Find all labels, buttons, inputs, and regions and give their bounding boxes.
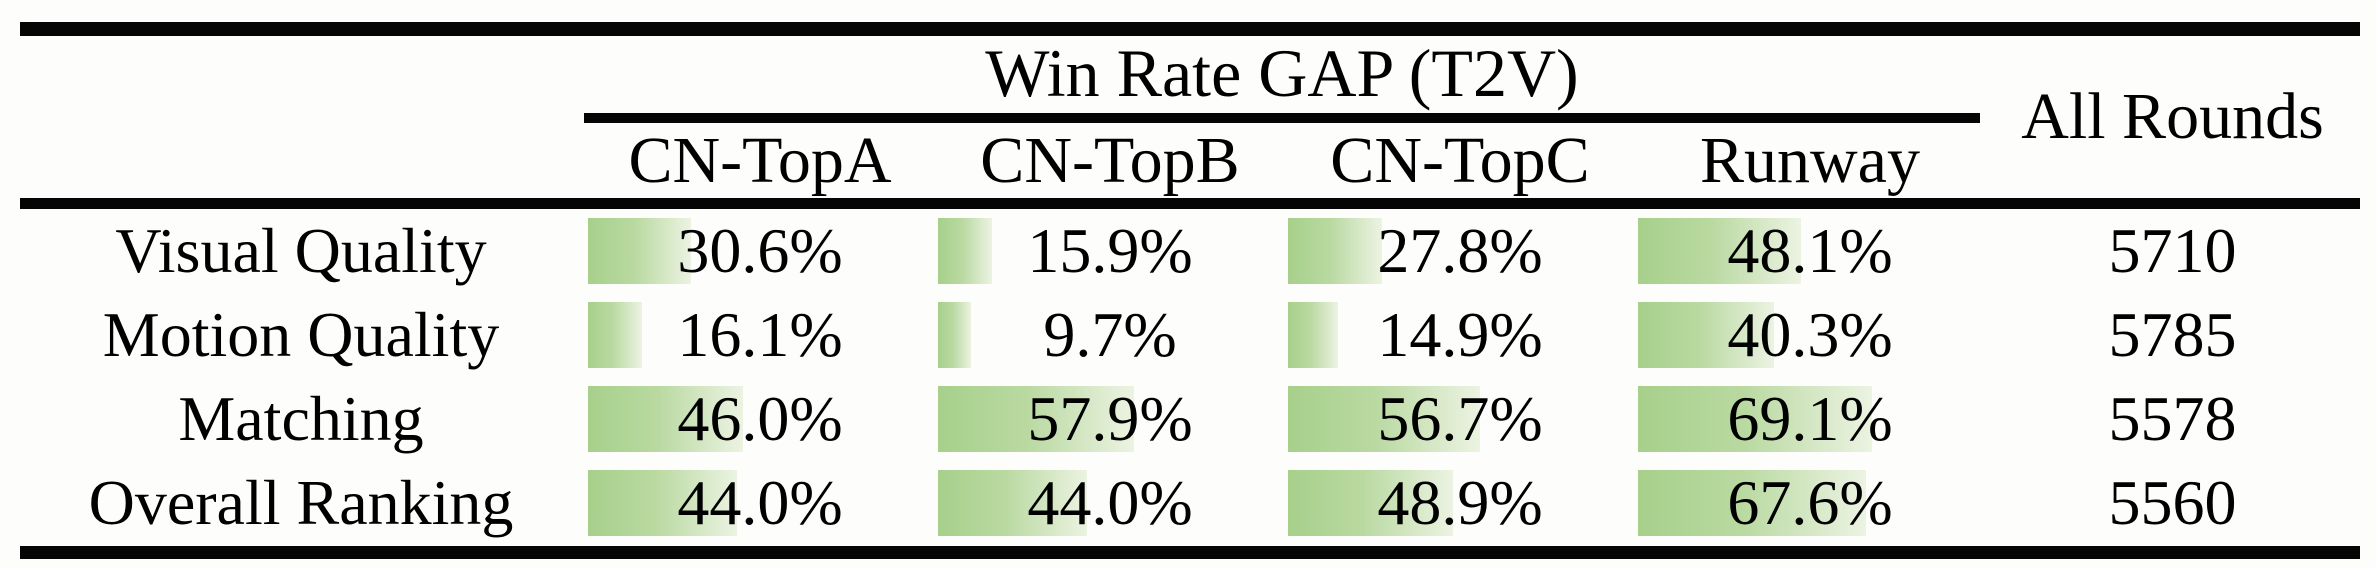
data-cell: 57.9% [935, 377, 1285, 461]
win-rate-value: 9.7% [1043, 299, 1177, 370]
win-rate-bar [588, 470, 737, 536]
data-cell: 44.0% [935, 461, 1285, 545]
win-rate-bar [588, 218, 691, 284]
data-cell: 16.1% [585, 293, 935, 377]
all-rounds-column-header: All Rounds [2021, 80, 2324, 153]
data-cell: 56.7% [1285, 377, 1635, 461]
data-cell: 14.9% [1285, 293, 1635, 377]
data-cell: 67.6% [1635, 461, 1985, 545]
bottom-rule [20, 546, 2360, 559]
win-rate-bar [1288, 386, 1480, 452]
win-rate-value: 56.7% [1377, 383, 1543, 454]
column-header-runway: Runway [1700, 124, 1920, 197]
win-rate-value: 44.0% [1027, 467, 1193, 538]
title-underline-rule [584, 113, 1980, 123]
row-label: Matching [178, 383, 424, 454]
win-rate-value: 16.1% [677, 299, 843, 370]
all-rounds-value: 5785 [2108, 299, 2237, 370]
win-rate-value: 46.0% [677, 383, 843, 454]
win-rate-value: 40.3% [1727, 299, 1893, 370]
data-cell: 46.0% [585, 377, 935, 461]
column-header-cn-topa: CN-TopA [628, 124, 892, 197]
win-rate-bar [1638, 470, 1866, 536]
data-cell: 48.1% [1635, 209, 1985, 293]
row-label: Overall Ranking [88, 467, 514, 538]
win-rate-value: 69.1% [1727, 383, 1893, 454]
table-title: Win Rate GAP (T2V) [985, 35, 1579, 111]
win-rate-value: 67.6% [1727, 467, 1893, 538]
win-rate-bar [1288, 218, 1382, 284]
win-rate-value: 44.0% [677, 467, 843, 538]
data-cell: 30.6% [585, 209, 935, 293]
data-cell: 40.3% [1635, 293, 1985, 377]
win-rate-bar [938, 470, 1087, 536]
data-cell: 9.7% [935, 293, 1285, 377]
row-label: Visual Quality [115, 215, 487, 286]
all-rounds-value: 5578 [2108, 383, 2237, 454]
top-rule [20, 22, 2360, 36]
column-header-cn-topc: CN-TopC [1330, 124, 1590, 197]
win-rate-value: 48.1% [1727, 215, 1893, 286]
all-rounds-value: 5710 [2108, 215, 2237, 286]
column-header-cn-topb: CN-TopB [980, 124, 1240, 197]
win-rate-bar [1638, 386, 1872, 452]
win-rate-value: 27.8% [1377, 215, 1543, 286]
win-rate-bar [938, 302, 971, 368]
win-rate-value: 57.9% [1027, 383, 1193, 454]
win-rate-value: 14.9% [1377, 299, 1543, 370]
data-cell: 15.9% [935, 209, 1285, 293]
win-rate-value: 15.9% [1027, 215, 1193, 286]
table-row: Motion Quality 16.1% 9.7% 14.9% 40.3% 57… [0, 293, 2376, 377]
win-rate-bar [938, 218, 992, 284]
data-cell: 27.8% [1285, 209, 1635, 293]
data-cell: 44.0% [585, 461, 935, 545]
win-rate-bar [1638, 218, 1801, 284]
win-rate-bar [588, 302, 642, 368]
win-rate-bar [1288, 470, 1453, 536]
data-cell: 48.9% [1285, 461, 1635, 545]
table-row: Overall Ranking 44.0% 44.0% 48.9% 67.6% … [0, 461, 2376, 545]
win-rate-bar [1638, 302, 1774, 368]
win-rate-value: 48.9% [1377, 467, 1543, 538]
win-rate-value: 30.6% [677, 215, 843, 286]
table-row: Visual Quality 30.6% 15.9% 27.8% 48.1% 5… [0, 209, 2376, 293]
all-rounds-value: 5560 [2108, 467, 2237, 538]
header-rule [20, 198, 2360, 209]
win-rate-bar [1288, 302, 1338, 368]
win-rate-bar [588, 386, 743, 452]
table-row: Matching 46.0% 57.9% 56.7% 69.1% 5578 [0, 377, 2376, 461]
data-cell: 69.1% [1635, 377, 1985, 461]
win-rate-bar [938, 386, 1134, 452]
row-label: Motion Quality [102, 299, 500, 370]
